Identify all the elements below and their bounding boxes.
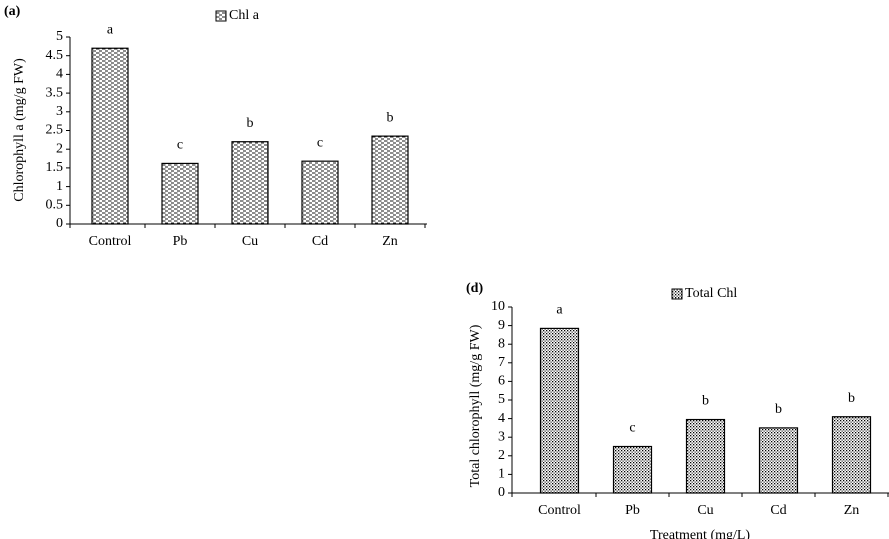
significance-letter: b xyxy=(848,391,855,406)
y-tick-label: 9 xyxy=(498,318,505,333)
x-tick-label: Cd xyxy=(770,503,786,518)
significance-letter: c xyxy=(629,421,635,436)
x-tick-label: Pb xyxy=(625,503,640,518)
y-tick-label: 10 xyxy=(491,299,505,314)
y-tick-label: 6 xyxy=(498,374,505,389)
significance-letter: c xyxy=(317,135,323,150)
y-tick-label: 0.5 xyxy=(46,198,64,213)
y-tick-label: 4 xyxy=(498,411,505,426)
bar xyxy=(161,162,199,225)
y-tick-label: 0 xyxy=(56,216,63,231)
y-tick-label: 0 xyxy=(498,485,505,500)
y-tick-label: 1 xyxy=(56,179,63,194)
y-tick-label: 1.5 xyxy=(46,160,64,175)
y-tick-label: 3 xyxy=(56,104,63,119)
x-axis-title: Treatment (mg/L) xyxy=(650,528,751,539)
x-tick-label: Control xyxy=(538,503,581,518)
x-tick-label: Cu xyxy=(242,234,258,249)
bar xyxy=(831,416,872,494)
y-tick-label: 3.5 xyxy=(46,85,64,100)
significance-letter: b xyxy=(775,402,782,417)
y-tick-label: 3 xyxy=(498,429,505,444)
x-tick-label: Control xyxy=(89,234,132,249)
x-tick-label: Pb xyxy=(173,234,188,249)
panel-label: (a) xyxy=(4,4,21,19)
y-tick-label: 2 xyxy=(56,141,63,156)
y-tick-label: 1 xyxy=(498,467,505,482)
bar xyxy=(371,135,409,225)
legend-label: Chl a xyxy=(229,8,260,23)
y-axis-title: Chlorophyll a (mg/g FW) xyxy=(12,58,27,202)
x-tick-label: Cu xyxy=(697,503,713,518)
legend-label: Total Chl xyxy=(685,286,737,301)
bar xyxy=(758,427,799,494)
x-tick-label: Zn xyxy=(382,234,398,249)
significance-letter: c xyxy=(177,138,183,153)
bar xyxy=(685,418,726,494)
y-tick-label: 2.5 xyxy=(46,123,64,138)
panel-label: (d) xyxy=(466,281,483,296)
significance-letter: b xyxy=(702,394,709,409)
y-tick-label: 4.5 xyxy=(46,48,64,63)
y-tick-label: 2 xyxy=(498,448,505,463)
significance-letter: b xyxy=(387,110,394,125)
legend-swatch xyxy=(671,288,683,300)
significance-letter: a xyxy=(556,303,563,318)
significance-letter: a xyxy=(107,22,114,37)
bar xyxy=(91,47,129,225)
y-tick-label: 8 xyxy=(498,336,505,351)
bar xyxy=(301,160,339,225)
y-axis-title: Total chlorophyll (mg/g FW) xyxy=(468,324,483,487)
y-tick-label: 5 xyxy=(498,392,505,407)
bar xyxy=(612,445,653,494)
x-tick-label: Zn xyxy=(844,503,860,518)
y-tick-label: 4 xyxy=(56,67,63,82)
x-tick-label: Cd xyxy=(312,234,328,249)
bar xyxy=(231,141,269,225)
y-tick-label: 7 xyxy=(498,355,505,370)
legend-swatch xyxy=(215,10,227,22)
y-tick-label: 5 xyxy=(56,29,63,44)
significance-letter: b xyxy=(247,116,254,131)
bar xyxy=(539,327,580,494)
